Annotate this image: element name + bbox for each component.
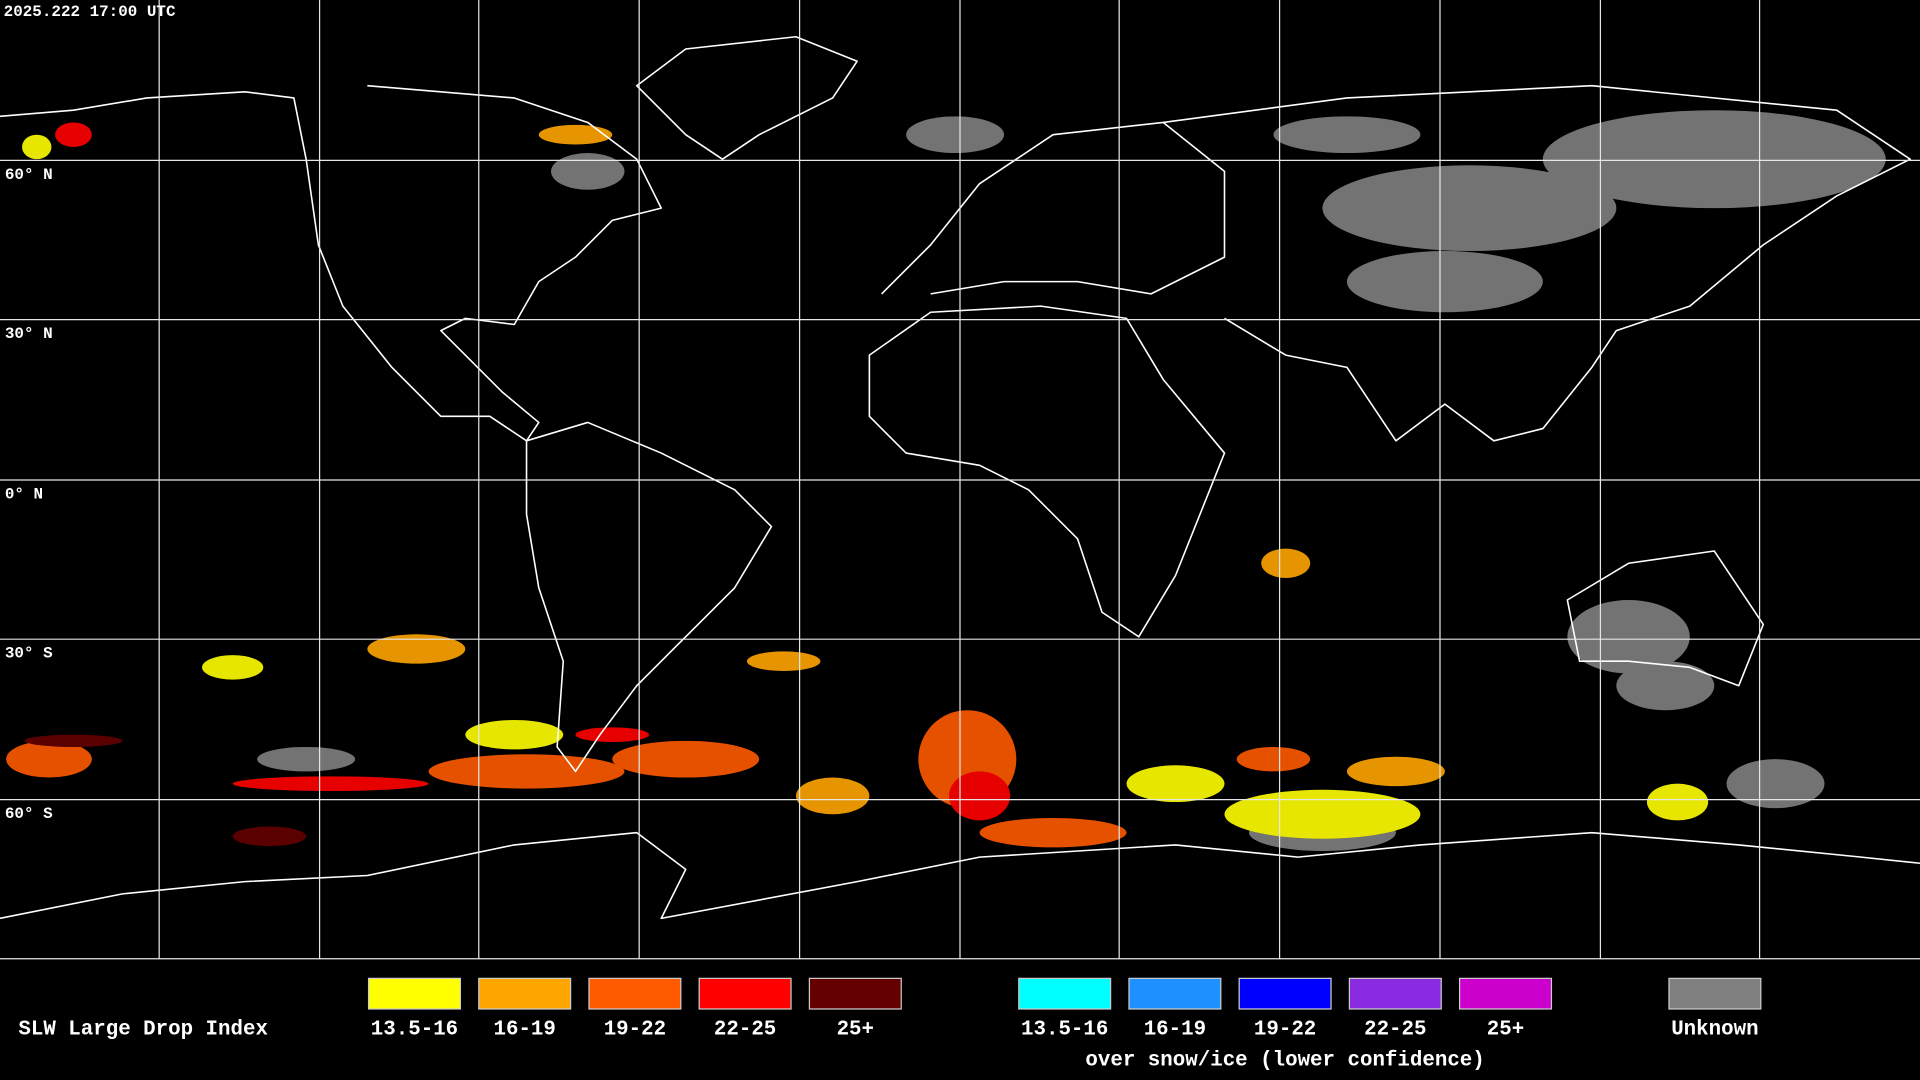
legend-label: Unknown: [1671, 1019, 1758, 1042]
legend: 13.5-16 16-19 19-22 22-25 25+ 13.5-16 16-19 19-…: [367, 977, 1762, 1072]
unknown-cloud: [257, 110, 1886, 852]
legend-label: 22-25: [1364, 1019, 1426, 1042]
legend-swatch: [1458, 977, 1553, 1010]
latitude-label: 30° N: [5, 325, 53, 343]
latitude-label: 60° S: [5, 805, 53, 823]
legend-swatch: [478, 977, 572, 1010]
latitude-label: 60° N: [5, 166, 53, 184]
legend-label: 22-25: [714, 1019, 776, 1042]
legend-label: 25+: [837, 1019, 874, 1042]
timestamp: 2025.222 17:00 UTC: [4, 3, 176, 21]
legend-label: 13.5-16: [371, 1019, 458, 1042]
legend-swatch: [698, 977, 792, 1010]
red-cloud: [55, 122, 1011, 821]
legend-swatch: [1668, 977, 1762, 1010]
legend-swatch: [808, 977, 902, 1010]
legend-label: 25+: [1487, 1019, 1524, 1042]
legend-swatch: [1238, 977, 1332, 1010]
legend-title: SLW Large Drop Index: [18, 1019, 268, 1042]
legend-swatch: [1128, 977, 1222, 1010]
legend-label: 19-22: [604, 1019, 666, 1042]
legend-label: 13.5-16: [1021, 1019, 1108, 1042]
legend-note: over snow/ice (lower confidence): [1085, 1049, 1484, 1072]
latitude-labels: 60° N 30° N 0° N 30° S 60° S: [5, 166, 53, 823]
legend-swatch: [1018, 977, 1112, 1010]
dark-red-cloud: [24, 734, 307, 847]
graticule: [0, 0, 1920, 960]
legend-label: 16-19: [493, 1019, 555, 1042]
red-orange-cloud: [6, 710, 1311, 848]
legend-label: 19-22: [1254, 1019, 1316, 1042]
latitude-label: 0° N: [5, 485, 43, 503]
yellow-cloud: [22, 134, 1709, 839]
legend-swatch: [367, 977, 462, 1010]
latitude-label: 30° S: [5, 645, 53, 663]
coastlines: [0, 35, 1920, 920]
orange-cloud: [367, 124, 1445, 815]
legend-label: 16-19: [1144, 1019, 1206, 1042]
legend-swatch: [588, 977, 682, 1010]
legend-swatch: [1348, 977, 1442, 1010]
cloud-data: [6, 110, 1886, 852]
